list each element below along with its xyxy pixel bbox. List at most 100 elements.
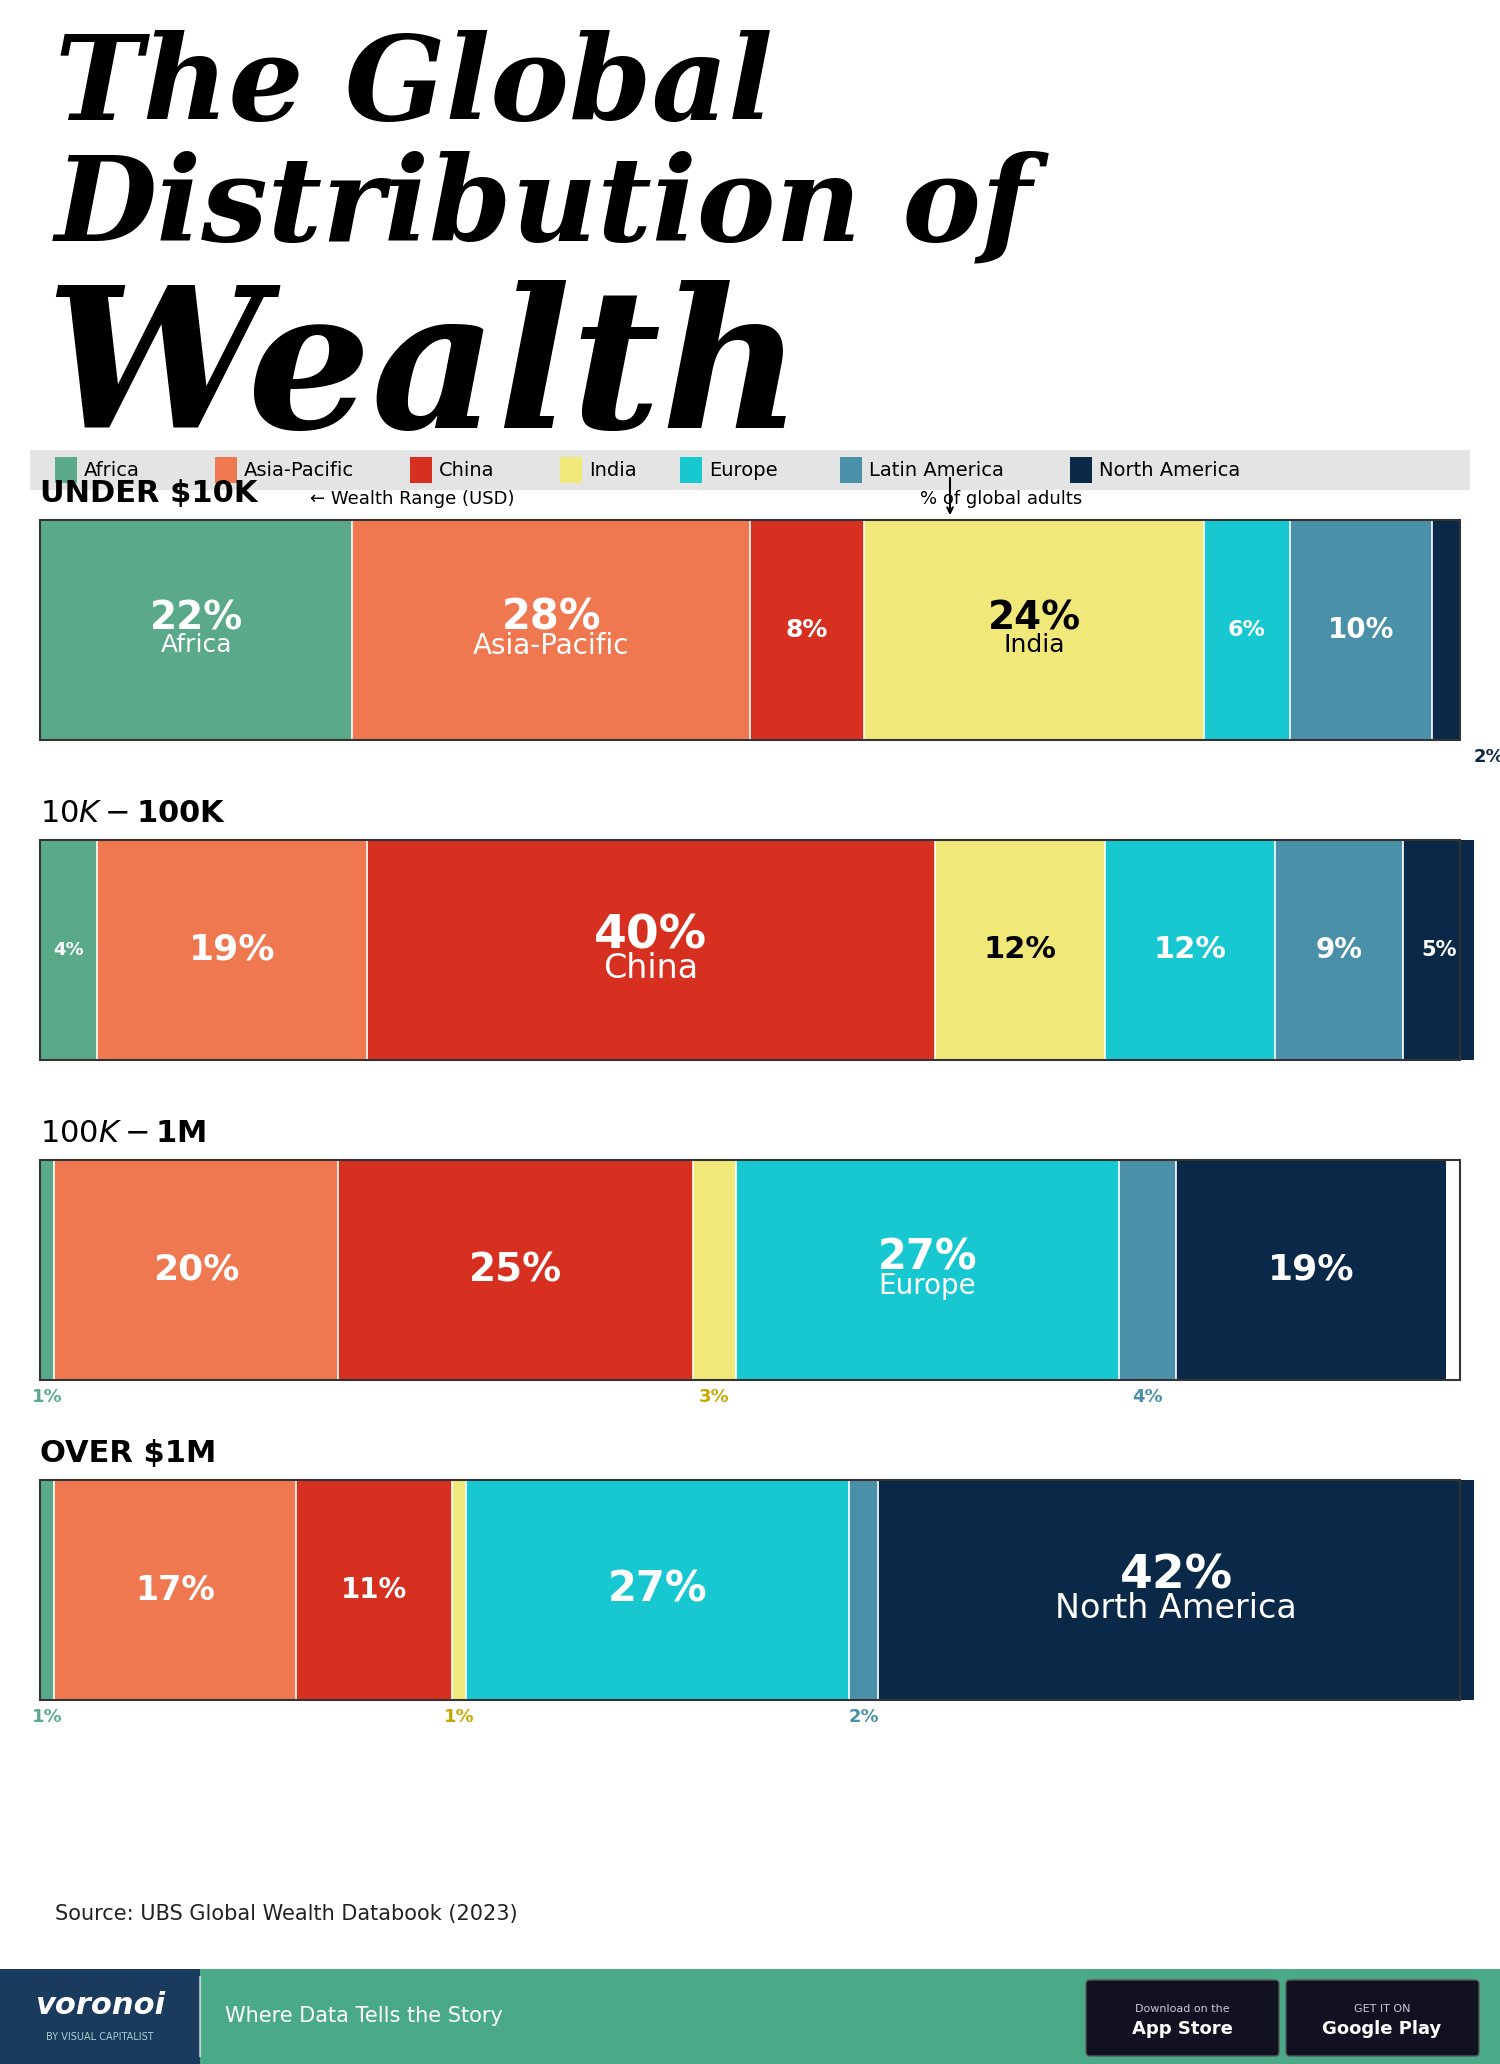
FancyBboxPatch shape: [1086, 1979, 1280, 2056]
Text: 4%: 4%: [1132, 1387, 1162, 1406]
Text: 10%: 10%: [1328, 615, 1394, 644]
Text: 11%: 11%: [340, 1577, 406, 1604]
Text: $100K - $1M: $100K - $1M: [40, 1119, 207, 1148]
Text: 20%: 20%: [153, 1253, 240, 1288]
Text: 27%: 27%: [878, 1236, 978, 1280]
Text: 2%: 2%: [1474, 747, 1500, 766]
Bar: [680, 456, 702, 483]
Text: North America: North America: [1100, 460, 1240, 479]
Bar: [1176, 1160, 1446, 1381]
Text: North America: North America: [1054, 1591, 1298, 1624]
Bar: [736, 1160, 1119, 1381]
Text: Africa: Africa: [84, 460, 140, 479]
Text: ← Wealth Range (USD): ← Wealth Range (USD): [310, 489, 514, 508]
Bar: [1402, 840, 1474, 1061]
Text: Africa: Africa: [160, 634, 232, 658]
Text: voronoi: voronoi: [34, 1990, 165, 2019]
Bar: [352, 520, 750, 741]
Text: India: India: [590, 460, 636, 479]
Bar: [40, 1160, 54, 1381]
Text: Wealth: Wealth: [45, 281, 802, 469]
Bar: [934, 840, 1106, 1061]
Text: Asia-Pacific: Asia-Pacific: [244, 460, 354, 479]
Text: GET IT ON: GET IT ON: [1353, 2004, 1410, 2014]
Text: 19%: 19%: [1268, 1253, 1354, 1288]
Bar: [1431, 520, 1460, 741]
Text: 8%: 8%: [786, 617, 828, 642]
Bar: [466, 1480, 849, 1701]
Text: $10K - $100K: $10K - $100K: [40, 799, 226, 828]
Bar: [840, 456, 862, 483]
Bar: [1290, 520, 1431, 741]
Bar: [214, 456, 237, 483]
Bar: [750, 520, 864, 741]
Text: China: China: [603, 952, 698, 985]
Text: Europe: Europe: [879, 1273, 977, 1300]
Bar: [0, 1969, 1500, 2064]
Bar: [849, 1480, 877, 1701]
Bar: [98, 840, 366, 1061]
Text: App Store: App Store: [1131, 2021, 1233, 2037]
Bar: [40, 1160, 1460, 1381]
Bar: [56, 456, 76, 483]
Text: 2%: 2%: [849, 1709, 879, 1726]
Text: 12%: 12%: [984, 935, 1056, 964]
Text: Asia-Pacific: Asia-Pacific: [472, 632, 630, 660]
Text: 27%: 27%: [608, 1569, 708, 1612]
Text: 17%: 17%: [135, 1573, 214, 1606]
Text: Europe: Europe: [710, 460, 777, 479]
Text: 1%: 1%: [32, 1387, 63, 1406]
Bar: [878, 1480, 1474, 1701]
Text: UNDER $10K: UNDER $10K: [40, 479, 258, 508]
Bar: [693, 1160, 736, 1381]
Text: Where Data Tells the Story: Where Data Tells the Story: [225, 2006, 503, 2027]
Bar: [54, 1480, 296, 1701]
Text: 19%: 19%: [189, 933, 274, 968]
Bar: [864, 520, 1204, 741]
Bar: [1106, 840, 1275, 1061]
Text: 1%: 1%: [444, 1709, 474, 1726]
Text: India: India: [1004, 634, 1065, 658]
Bar: [0, 1969, 200, 2064]
Bar: [1070, 456, 1092, 483]
Text: 22%: 22%: [150, 601, 243, 638]
Text: 5%: 5%: [1420, 939, 1456, 960]
Text: % of global adults: % of global adults: [920, 489, 1083, 508]
Bar: [410, 456, 432, 483]
Bar: [40, 840, 98, 1061]
Bar: [54, 1160, 338, 1381]
Text: 3%: 3%: [699, 1387, 730, 1406]
Text: 6%: 6%: [1228, 619, 1266, 640]
Text: 42%: 42%: [1119, 1554, 1233, 1600]
Text: The Global: The Global: [56, 31, 772, 144]
Bar: [1119, 1160, 1176, 1381]
Text: 40%: 40%: [594, 914, 706, 960]
Text: Download on the: Download on the: [1134, 2004, 1230, 2014]
Text: 28%: 28%: [501, 596, 602, 640]
Bar: [40, 1480, 1460, 1701]
Bar: [40, 840, 1460, 1061]
Bar: [40, 1480, 54, 1701]
Bar: [40, 520, 352, 741]
Bar: [366, 840, 934, 1061]
Text: 24%: 24%: [987, 601, 1080, 638]
Bar: [452, 1480, 466, 1701]
Text: 4%: 4%: [53, 941, 84, 960]
Text: Source: UBS Global Wealth Databook (2023): Source: UBS Global Wealth Databook (2023…: [56, 1903, 518, 1924]
Bar: [1204, 520, 1290, 741]
Bar: [338, 1160, 693, 1381]
Text: Google Play: Google Play: [1323, 2021, 1442, 2037]
Text: China: China: [440, 460, 495, 479]
Text: 9%: 9%: [1316, 935, 1364, 964]
Text: 1%: 1%: [32, 1709, 63, 1726]
Text: 25%: 25%: [470, 1251, 562, 1290]
Text: Latin America: Latin America: [868, 460, 1004, 479]
Text: BY VISUAL CAPITALIST: BY VISUAL CAPITALIST: [46, 2033, 154, 2043]
Text: OVER $1M: OVER $1M: [40, 1439, 216, 1468]
Text: Distribution of: Distribution of: [56, 151, 1034, 264]
Bar: [296, 1480, 452, 1701]
FancyBboxPatch shape: [1286, 1979, 1479, 2056]
Bar: [1275, 840, 1402, 1061]
Bar: [40, 520, 1460, 741]
Text: 12%: 12%: [1154, 935, 1227, 964]
